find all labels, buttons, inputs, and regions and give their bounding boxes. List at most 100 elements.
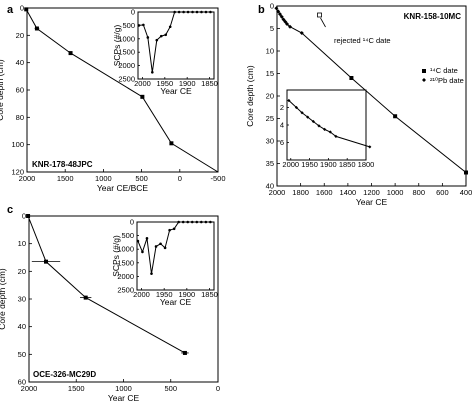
- b-inset-xtick-label: 1800: [358, 160, 375, 169]
- b-ytick-label: 15: [266, 69, 274, 78]
- b-core-label: KNR-158-10MC: [404, 12, 462, 21]
- b-inset-point: [311, 119, 315, 124]
- b-inset-point: [317, 124, 321, 128]
- c-ytick-label: 50: [18, 350, 26, 359]
- c-inset-ylabel: SCPs (#/g): [111, 235, 121, 277]
- c-ytick-label: 0: [22, 212, 26, 221]
- c-inset-point: [190, 220, 194, 224]
- a-inset-xtick-label: 2000: [134, 79, 151, 88]
- a-xlabel: Year CE/BCE: [97, 183, 149, 193]
- a-inset-point: [177, 10, 181, 14]
- a-inset-point: [159, 34, 163, 38]
- b-xtick-label: 1400: [340, 188, 357, 197]
- b-ytick-label: 5: [270, 24, 274, 33]
- c-xlabel: Year CE: [108, 393, 140, 403]
- a-inset-ytick-label: 2500: [118, 75, 135, 84]
- c-inset-point: [136, 239, 140, 243]
- a-inset-point: [164, 33, 168, 37]
- b-inset-ytick-label: 4: [280, 121, 284, 130]
- b-ytick-label: 40: [266, 182, 274, 191]
- c-ytick-label: 60: [18, 378, 26, 387]
- b-pb210-point: [283, 19, 288, 24]
- b-inset-line: [288, 100, 370, 148]
- b-pb210-point: [287, 24, 292, 29]
- b-inset-xtick-label: 2000: [282, 160, 299, 169]
- a-series-line: [25, 9, 219, 173]
- c-inset-xtick-label: 1950: [156, 290, 173, 299]
- b-inset-point: [294, 105, 299, 110]
- b-xtick-label: 600: [436, 188, 449, 197]
- b-inset-frame: [286, 89, 367, 161]
- a-inset-ytick-label: 2000: [118, 61, 135, 70]
- a-inset-ytick-label: 500: [122, 21, 135, 30]
- c-xtick-label: 1500: [68, 384, 85, 393]
- c-point: [182, 350, 187, 355]
- c-ytick-label: 10: [18, 239, 26, 248]
- a-point: [34, 26, 39, 31]
- b-ytick-label: 25: [266, 114, 274, 123]
- b-legend-pb210-label: ²¹⁰Pb date: [430, 76, 464, 85]
- b-pb210-point: [299, 31, 304, 35]
- a-inset-xlabel: Year CE: [160, 86, 192, 96]
- b-pb210-point: [281, 17, 286, 22]
- b-rejected-point: [317, 12, 322, 18]
- a-inset-xtick-label: 1850: [201, 79, 218, 88]
- a-inset-line: [138, 11, 211, 73]
- b-xtick-label: 1200: [363, 188, 380, 197]
- b-c14-point: [349, 76, 354, 80]
- c-inset-point: [145, 237, 149, 240]
- a-inset-point: [155, 38, 159, 42]
- c-inset-frame: [136, 221, 215, 291]
- a-inset-point: [137, 24, 141, 27]
- a-inset-point: [186, 10, 190, 14]
- c-inset-point: [163, 246, 167, 250]
- c-inset-point: [141, 250, 144, 254]
- c-xtick-label: 2000: [21, 384, 38, 393]
- a-inset-ylabel: SCPs (#/g): [112, 25, 122, 67]
- a-ylabel: Core depth (cm): [0, 59, 5, 121]
- a-ytick-label: 40: [16, 58, 24, 67]
- c-point: [26, 214, 31, 218]
- b-inset-ytick-label: 2: [280, 103, 284, 112]
- c-series-line: [27, 215, 186, 354]
- c-xtick-label: 0: [216, 384, 220, 393]
- a-inset-point: [142, 23, 145, 27]
- a-xtick-label: 500: [135, 174, 148, 183]
- a-inset-point: [146, 36, 150, 39]
- a-ytick-label: 80: [16, 113, 24, 122]
- c-inset-point: [159, 242, 162, 246]
- a-point: [169, 141, 174, 146]
- c-ytick-label: 20: [18, 267, 26, 276]
- b-inset-xtick-label: 1900: [320, 160, 337, 169]
- b-inset-point: [323, 127, 327, 131]
- a-ytick-label: 20: [16, 31, 24, 40]
- a-inset-xtick-label: 1900: [179, 79, 196, 88]
- c-inset-ytick-label: 1000: [117, 245, 134, 254]
- b-ytick-label: 20: [266, 92, 274, 101]
- a-inset-frame: [137, 11, 215, 80]
- a-core-label: KNR-178-48JPC: [32, 160, 93, 169]
- c-point: [83, 295, 88, 300]
- b-pb210-point: [274, 6, 279, 11]
- a-inset-xtick-label: 1950: [156, 79, 173, 88]
- panel-letter-b: b: [258, 4, 265, 16]
- b-inset-point: [368, 145, 372, 149]
- b-pb210-point: [276, 9, 281, 14]
- a-inset-point: [191, 10, 194, 14]
- c-inset-point: [204, 220, 208, 224]
- a-point: [68, 51, 73, 56]
- a-inset-ytick-label: 0: [131, 8, 135, 17]
- c-inset-point: [195, 220, 199, 224]
- b-inset-point: [300, 111, 304, 115]
- b-xtick-label: 1000: [387, 188, 404, 197]
- c-inset-point: [150, 272, 153, 275]
- c-inset-point: [200, 220, 203, 224]
- b-xtick-label: 2000: [269, 188, 286, 197]
- a-inset-ytick-label: 1000: [118, 34, 135, 43]
- c-ylabel: Core depth (cm): [0, 268, 7, 330]
- c-inset-ytick-label: 0: [130, 218, 134, 227]
- c-inset-xlabel: Year CE: [160, 297, 192, 307]
- c-core-label: OCE-326-MC29D: [33, 370, 96, 379]
- c-inset-point: [181, 220, 185, 224]
- b-inset-point: [306, 115, 310, 119]
